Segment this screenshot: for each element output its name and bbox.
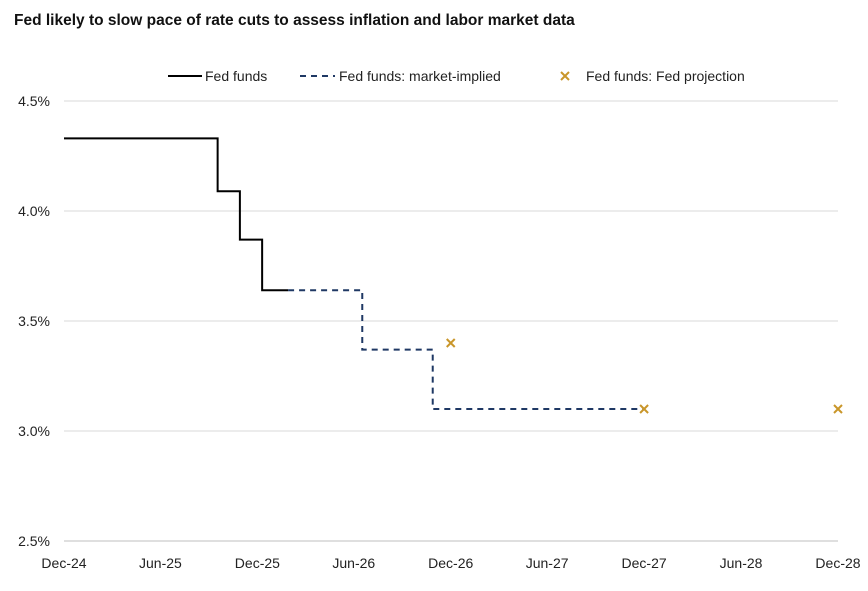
series-line-1 xyxy=(288,289,645,410)
projection-marker xyxy=(446,338,456,348)
y-tick-label: 4.5% xyxy=(18,93,50,109)
x-tick-label: Jun-27 xyxy=(526,555,569,571)
x-tick-label: Dec-27 xyxy=(622,555,667,571)
x-tick-label: Jun-25 xyxy=(139,555,182,571)
legend-label: Fed funds: market-implied xyxy=(339,68,501,84)
x-tick-label: Jun-28 xyxy=(720,555,763,571)
x-tick-label: Dec-26 xyxy=(428,555,473,571)
x-tick-label: Dec-25 xyxy=(235,555,280,571)
chart-title: Fed likely to slow pace of rate cuts to … xyxy=(14,12,575,29)
projection-marker xyxy=(639,404,649,414)
legend-label: Fed funds: Fed projection xyxy=(586,68,745,84)
x-tick-label: Jun-26 xyxy=(332,555,375,571)
projection-marker xyxy=(833,404,843,414)
series-line-0 xyxy=(64,137,289,292)
legend-label: Fed funds xyxy=(205,68,267,84)
y-tick-label: 3.0% xyxy=(18,423,50,439)
x-tick-label: Dec-28 xyxy=(815,555,860,571)
y-tick-label: 2.5% xyxy=(18,533,50,549)
y-tick-label: 3.5% xyxy=(18,313,50,329)
x-tick-label: Dec-24 xyxy=(41,555,86,571)
legend-swatch-x xyxy=(560,71,570,81)
y-tick-label: 4.0% xyxy=(18,203,50,219)
